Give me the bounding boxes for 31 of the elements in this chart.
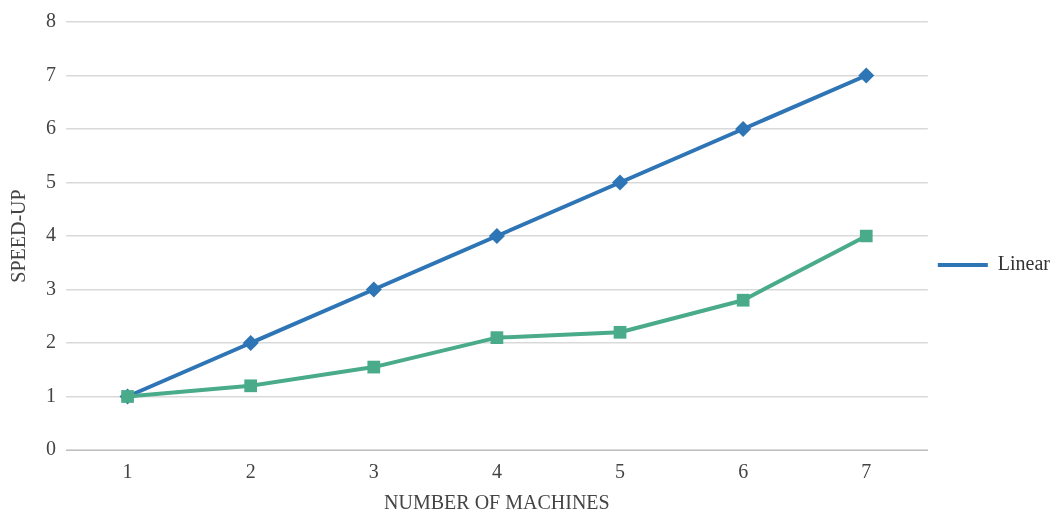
x-tick-label: 4 [491,460,502,483]
y-tick-label: 5 [46,169,56,192]
point [367,360,381,374]
x-tick-label: 5 [615,460,626,483]
x-tick-label: 2 [245,460,256,483]
point [488,228,505,244]
legend-label: Linear [997,252,1051,275]
point [735,121,752,137]
y-tick-label: 8 [46,9,56,32]
point [612,174,629,191]
y-tick-label: 7 [46,62,56,85]
point [859,229,873,243]
x-tick-label: 3 [368,460,379,483]
x-tick-label: 1 [122,460,133,483]
point [244,379,258,393]
point [858,67,875,84]
y-tick-label: 2 [46,330,56,353]
point [736,293,750,307]
y-axis-title: SPEED-UP [7,189,30,283]
y-tick-label: 6 [46,116,56,139]
x-tick-label: 6 [738,460,749,483]
x-axis-title: NUMBER OF MACHINES [384,491,610,514]
y-tick-label: 1 [46,383,56,406]
point [613,325,627,339]
y-tick-label: 0 [46,437,56,460]
point [242,335,259,351]
x-tick-label: 7 [861,460,872,483]
y-tick-label: 3 [46,276,56,299]
point [365,281,382,298]
point [490,331,504,345]
y-tick-label: 4 [46,223,56,246]
